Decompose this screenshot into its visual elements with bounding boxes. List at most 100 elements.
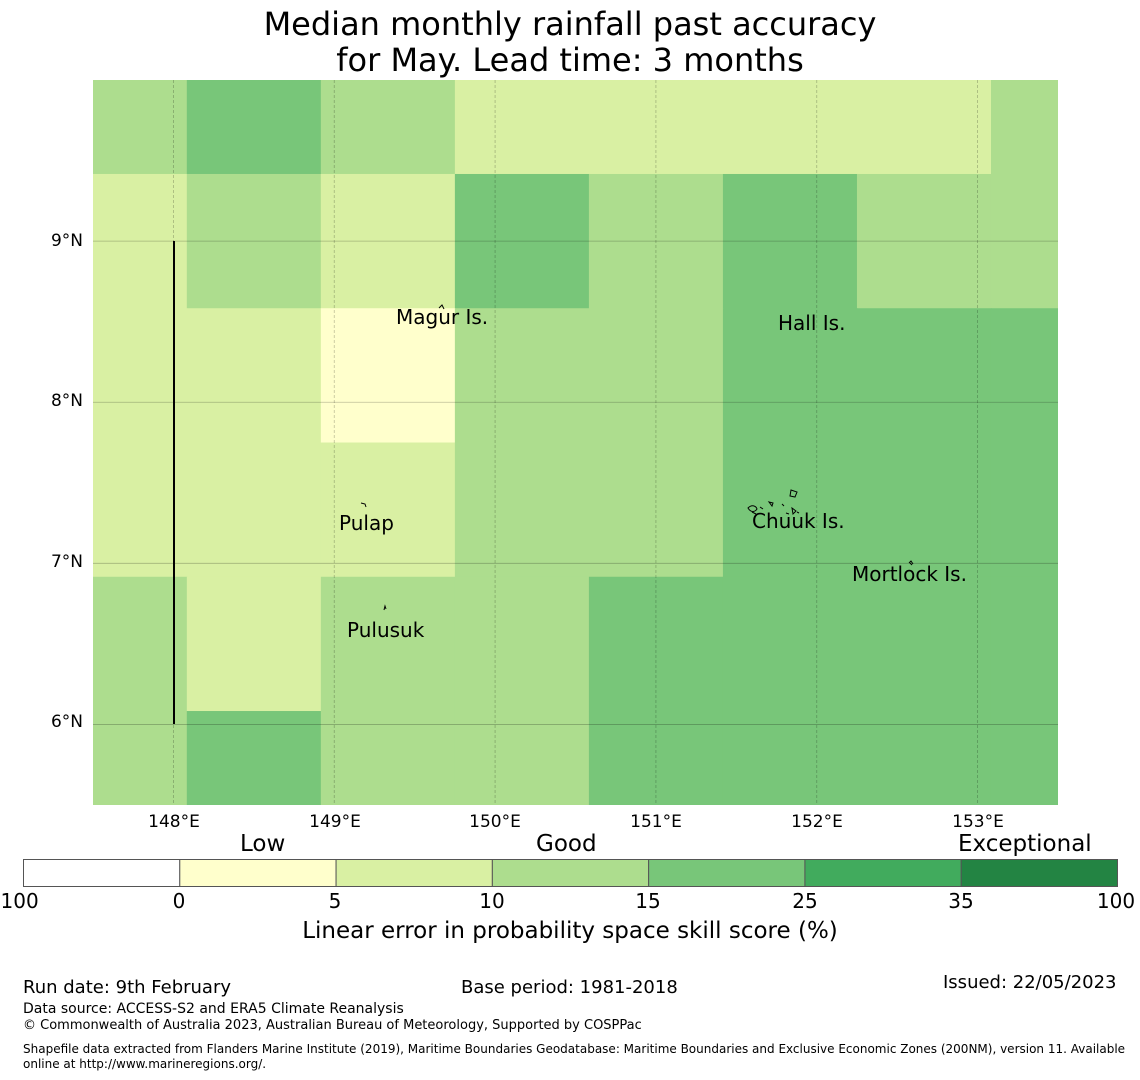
skill-cell bbox=[186, 576, 322, 712]
skill-cell bbox=[722, 442, 858, 578]
lat-label-7n: 7°N bbox=[50, 552, 83, 572]
run-date: Run date: 9th February bbox=[23, 977, 232, 998]
lat-label-6n: 6°N bbox=[50, 712, 83, 732]
colorbar-segment bbox=[335, 859, 493, 887]
lon-label-150e: 150°E bbox=[469, 812, 521, 832]
skill-grid bbox=[93, 80, 1058, 805]
skill-cell bbox=[320, 308, 456, 443]
place-label-pulusuk: Pulusuk bbox=[347, 618, 425, 642]
pulusuk-island-shape bbox=[383, 604, 387, 611]
colorbar-segment bbox=[648, 859, 806, 887]
colorbar-segment bbox=[179, 859, 337, 887]
skill-cell bbox=[93, 442, 188, 578]
place-label-magur: Magur Is. bbox=[396, 305, 489, 329]
colorbar-tick: 35 bbox=[948, 889, 974, 913]
place-label-hall: Hall Is. bbox=[778, 311, 846, 335]
skill-cell bbox=[588, 80, 724, 175]
colorbar-segment bbox=[23, 859, 181, 887]
skill-cell bbox=[320, 80, 456, 175]
colorbar-label: Linear error in probability space skill … bbox=[302, 918, 838, 944]
skill-cell bbox=[588, 711, 724, 805]
colorbar-tick: 10 bbox=[479, 889, 505, 913]
island-outlines bbox=[360, 304, 914, 611]
colorbar bbox=[23, 859, 1118, 887]
lat-label-9n: 9°N bbox=[50, 231, 83, 251]
skill-cell bbox=[93, 80, 188, 175]
skill-cell bbox=[454, 80, 590, 175]
mortlock-islands-shape bbox=[908, 560, 914, 565]
colorbar-tick: 0 bbox=[172, 889, 186, 913]
skill-cell bbox=[454, 173, 590, 309]
lon-label-153e: 153°E bbox=[952, 812, 1004, 832]
skill-cell bbox=[320, 576, 456, 712]
skill-cell bbox=[186, 308, 322, 443]
skill-cell bbox=[186, 442, 322, 578]
lon-label-148e: 148°E bbox=[148, 812, 200, 832]
skill-cell bbox=[990, 442, 1058, 578]
lon-label-152e: 152°E bbox=[791, 812, 843, 832]
category-exceptional: Exceptional bbox=[958, 831, 1092, 857]
chart-title: Median monthly rainfall past accuracy fo… bbox=[0, 6, 1140, 78]
colorbar-tick: -100 bbox=[0, 889, 39, 913]
skill-cell bbox=[320, 711, 456, 805]
skill-cell bbox=[856, 576, 992, 712]
skill-cell bbox=[588, 308, 724, 443]
shapefile-credit-line-2: online at http://www.marineregions.org/. bbox=[23, 1057, 267, 1071]
skill-cell bbox=[186, 80, 322, 175]
skill-cell bbox=[454, 442, 590, 578]
colorbar-tick: 5 bbox=[328, 889, 342, 913]
skill-cell bbox=[856, 173, 992, 309]
place-label-pulap: Pulap bbox=[339, 511, 394, 535]
skill-cell bbox=[186, 711, 322, 805]
skill-cell bbox=[454, 711, 590, 805]
colorbar-tick: 100 bbox=[1096, 889, 1136, 913]
pulap-island-shape bbox=[360, 502, 367, 508]
issued-date: Issued: 22/05/2023 bbox=[943, 972, 1117, 993]
skill-cell bbox=[856, 308, 992, 443]
lon-label-151e: 151°E bbox=[630, 812, 682, 832]
copyright: © Commonwealth of Australia 2023, Austra… bbox=[23, 1018, 642, 1033]
skill-cell bbox=[990, 173, 1058, 309]
colorbar-tick: 25 bbox=[792, 889, 818, 913]
skill-cell bbox=[722, 576, 858, 712]
title-line-1: Median monthly rainfall past accuracy bbox=[263, 5, 877, 43]
data-source: Data source: ACCESS-S2 and ERA5 Climate … bbox=[23, 1001, 404, 1017]
skill-cell bbox=[722, 173, 858, 309]
rainfall-skill-map bbox=[93, 80, 1058, 805]
skill-cell bbox=[990, 80, 1058, 175]
skill-cell bbox=[93, 308, 188, 443]
skill-cell bbox=[990, 711, 1058, 805]
skill-cell bbox=[454, 576, 590, 712]
category-good: Good bbox=[536, 831, 597, 857]
place-label-chuuk: Chuuk Is. bbox=[752, 509, 845, 533]
skill-cell bbox=[454, 308, 590, 443]
skill-cell bbox=[93, 576, 188, 712]
skill-cell bbox=[722, 308, 858, 443]
skill-cell bbox=[320, 442, 456, 578]
colorbar-segment bbox=[491, 859, 650, 887]
title-line-2: for May. Lead time: 3 months bbox=[336, 41, 804, 79]
skill-cell bbox=[722, 711, 858, 805]
skill-cell bbox=[856, 711, 992, 805]
colorbar-segment bbox=[804, 859, 962, 887]
skill-cell bbox=[93, 711, 188, 805]
skill-cell bbox=[856, 80, 992, 175]
skill-cell bbox=[990, 576, 1058, 712]
category-low: Low bbox=[240, 831, 286, 857]
lon-label-149e: 149°E bbox=[309, 812, 361, 832]
skill-cell bbox=[320, 173, 456, 309]
colorbar-segment bbox=[960, 859, 1118, 887]
skill-cell bbox=[186, 173, 322, 309]
shapefile-credit-line-1: Shapefile data extracted from Flanders M… bbox=[23, 1042, 1126, 1056]
chuuk-islands-shape bbox=[747, 489, 800, 516]
skill-cell bbox=[990, 308, 1058, 443]
skill-cell bbox=[588, 442, 724, 578]
hall-island-shape bbox=[909, 562, 913, 566]
skill-cell bbox=[93, 173, 188, 309]
colorbar-tick: 15 bbox=[635, 889, 661, 913]
graticule bbox=[93, 80, 1058, 805]
skill-cell bbox=[856, 442, 992, 578]
skill-cell bbox=[722, 80, 858, 175]
skill-cell bbox=[588, 576, 724, 712]
place-label-mortlock: Mortlock Is. bbox=[852, 562, 967, 586]
